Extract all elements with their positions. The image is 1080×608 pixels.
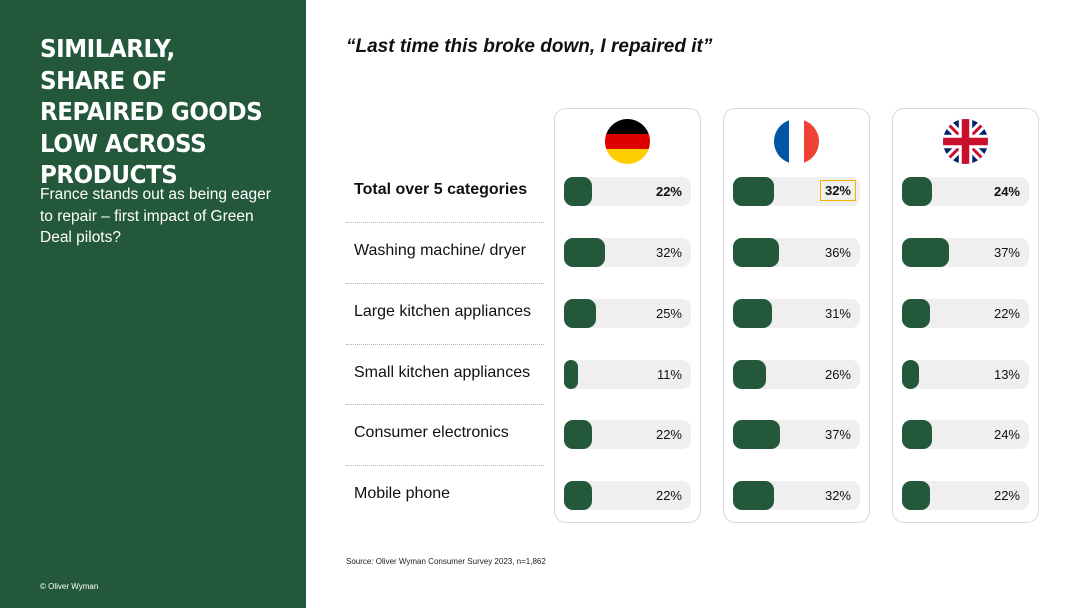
data-label: 13%	[993, 367, 1020, 382]
data-label: 22%	[655, 427, 682, 442]
data-label: 26%	[824, 367, 851, 382]
bar-track: 32%	[564, 238, 691, 267]
bar-track: 11%	[564, 360, 691, 389]
bar-track: 22%	[902, 481, 1029, 510]
data-label: 25%	[655, 306, 682, 321]
bar-track: 22%	[564, 420, 691, 449]
bar	[564, 299, 596, 328]
sidebar: Similarly, share of repaired goods low a…	[0, 0, 306, 608]
bar-track: 25%	[564, 299, 691, 328]
bar	[733, 481, 774, 510]
bar-track: 26%	[733, 360, 860, 389]
copyright: © Oliver Wyman	[40, 582, 99, 591]
uk-flag-icon	[943, 119, 988, 164]
bar-track: 24%	[902, 420, 1029, 449]
bar	[733, 420, 780, 449]
bar-track: 22%	[564, 481, 691, 510]
bar	[902, 420, 932, 449]
bar	[902, 238, 949, 267]
data-label: 37%	[824, 427, 851, 442]
bar	[902, 360, 919, 389]
france-flag-icon	[774, 119, 819, 164]
bar-track: 13%	[902, 360, 1029, 389]
bar-track: 37%	[733, 420, 860, 449]
bar-track: 32%	[733, 177, 860, 206]
bar	[733, 177, 774, 206]
category-label: Large kitchen appliances	[354, 303, 532, 320]
bar-track: 24%	[902, 177, 1029, 206]
data-label: 22%	[655, 488, 682, 503]
bar	[564, 360, 578, 389]
row-divider	[346, 404, 544, 405]
germany-flag-icon	[605, 119, 650, 164]
quote-heading: “Last time this broke down, I repaired i…	[346, 36, 713, 57]
category-label: Consumer electronics	[354, 424, 509, 441]
source-note: Source: Oliver Wyman Consumer Survey 202…	[346, 557, 546, 566]
bar	[564, 420, 592, 449]
bar	[564, 481, 592, 510]
subtitle: France stands out as being eager to repa…	[40, 186, 271, 246]
bar	[902, 299, 930, 328]
data-label: 32%	[819, 180, 856, 201]
data-label: 22%	[655, 184, 682, 199]
bar	[902, 481, 930, 510]
category-label: Small kitchen appliances	[354, 364, 531, 381]
data-label: 32%	[824, 488, 851, 503]
data-label: 22%	[993, 488, 1020, 503]
category-label: Total over 5 categories	[354, 181, 528, 198]
row-divider	[346, 283, 544, 284]
category-label: Mobile phone	[354, 485, 451, 502]
bar	[733, 299, 772, 328]
page-title: Similarly, share of repaired goods low a…	[40, 34, 263, 189]
bar	[733, 360, 766, 389]
row-divider	[346, 465, 544, 466]
data-label: 37%	[993, 245, 1020, 260]
bar	[733, 238, 779, 267]
data-label: 32%	[655, 245, 682, 260]
bar	[564, 177, 592, 206]
data-label: 24%	[993, 184, 1020, 199]
bar-track: 22%	[564, 177, 691, 206]
bar-track: 22%	[902, 299, 1029, 328]
row-divider	[346, 222, 544, 223]
data-label: 36%	[824, 245, 851, 260]
bar	[564, 238, 605, 267]
data-label: 24%	[993, 427, 1020, 442]
row-divider	[346, 344, 544, 345]
bar	[902, 177, 932, 206]
data-label: 22%	[993, 306, 1020, 321]
bar-track: 37%	[902, 238, 1029, 267]
category-label: Washing machine/ dryer	[354, 242, 526, 259]
bar-track: 31%	[733, 299, 860, 328]
bar-track: 36%	[733, 238, 860, 267]
data-label: 31%	[824, 306, 851, 321]
bar-track: 32%	[733, 481, 860, 510]
data-label: 11%	[656, 367, 682, 382]
